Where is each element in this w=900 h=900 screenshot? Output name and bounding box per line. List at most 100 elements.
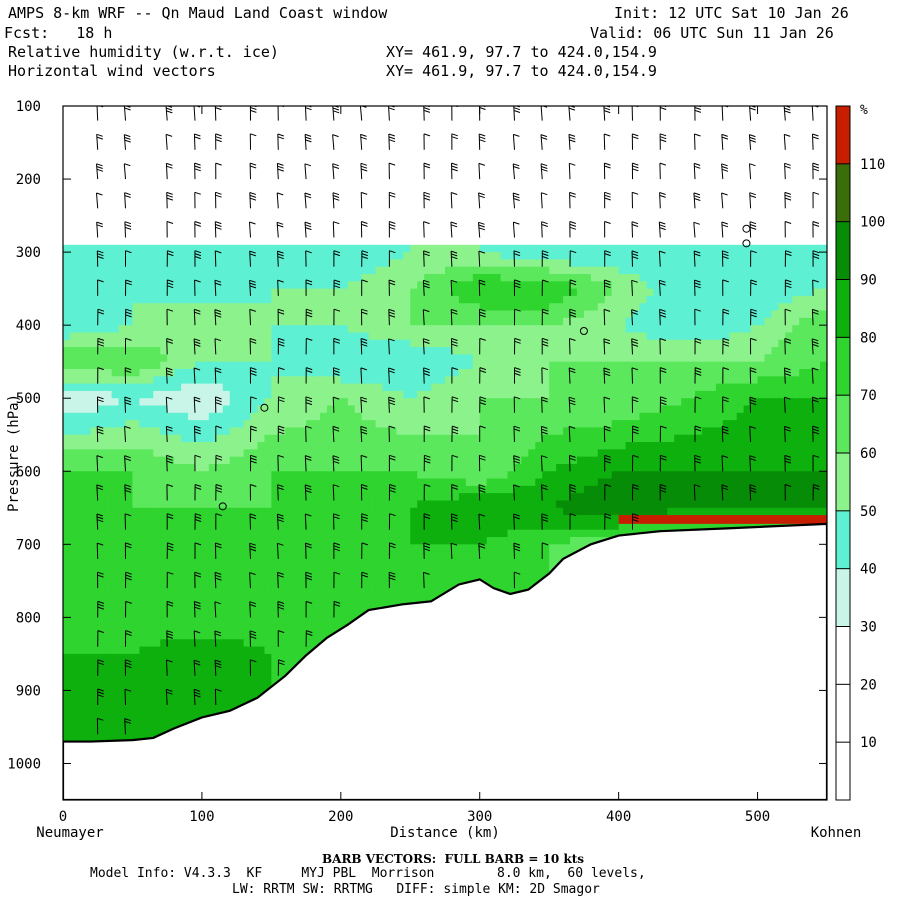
rh-cell [160,471,168,480]
rh-cell [278,529,286,538]
rh-cell [521,347,529,355]
rh-cell [778,383,786,392]
rh-cell [194,412,203,421]
rh-cell [146,390,154,399]
rh-cell [215,442,224,450]
rh-cell [695,471,703,480]
rh-cell [576,317,585,326]
rh-cell [715,259,724,268]
rh-cell [340,368,349,377]
rh-cell [479,354,488,363]
rh-cell [570,244,578,253]
rh-cell [347,478,356,487]
rh-cell [438,566,446,575]
rh-cell [382,376,391,385]
rh-cell [174,347,182,355]
rh-cell [563,544,571,553]
rh-cell [778,405,786,414]
rh-cell [806,478,814,487]
rh-cell [125,325,134,334]
rh-cell [445,317,453,326]
rh-cell [333,310,342,319]
rh-cell [236,354,245,363]
rh-cell [139,471,147,480]
rh-cell [660,412,668,421]
rh-cell [306,288,314,297]
rh-cell [132,434,140,443]
rh-cell [729,500,738,509]
rh-cell [424,456,432,465]
rh-cell [264,398,272,407]
rh-cell [229,376,238,385]
rh-cell [674,376,682,385]
rh-cell [632,412,641,421]
rh-cell [785,442,793,450]
rh-cell [500,303,509,312]
rh-cell [201,244,210,253]
rh-cell [236,493,245,502]
rh-cell [69,558,78,567]
rh-cell [438,317,446,326]
rh-cell [681,288,689,297]
rh-cell [146,500,154,509]
rh-cell [278,405,286,414]
rh-cell [361,434,370,443]
rh-cell [653,434,661,443]
rh-cell [445,537,453,545]
rh-cell [792,507,800,516]
rh-cell [160,390,168,399]
rh-cell [625,332,634,341]
rh-cell [257,383,266,392]
rh-cell [236,442,245,450]
rh-cell [438,398,446,407]
rh-cell [757,390,766,399]
rh-cell [257,493,266,502]
rh-cell [813,500,821,509]
rh-cell [354,317,363,326]
rh-cell [667,449,675,458]
rh-cell [403,478,411,487]
rh-cell [313,420,321,429]
rh-cell [215,558,224,567]
rh-cell [639,347,648,355]
rh-cell [313,573,321,582]
rh-cell [445,266,453,275]
rh-cell [743,485,752,494]
rh-cell [132,303,140,312]
rh-cell [542,449,550,458]
rh-cell [222,442,231,450]
rh-cell [417,274,425,282]
rh-cell [660,427,668,436]
rh-cell [611,471,620,480]
rh-cell [410,449,418,458]
rh-cell [174,376,182,385]
rh-cell [389,449,397,458]
rh-cell [333,537,342,545]
rh-cell [313,398,321,407]
rh-cell [424,332,432,341]
rh-cell [701,456,710,465]
rh-cell [514,383,522,392]
rh-cell [736,310,745,319]
rh-cell [458,471,467,480]
rh-cell [410,551,418,560]
rh-cell [458,339,467,348]
rh-cell [160,463,168,472]
rh-cell [590,442,599,450]
rh-cell [264,529,272,538]
rh-cell [326,259,335,268]
rh-cell [69,522,78,531]
rh-cell [590,456,599,465]
rh-cell [778,259,786,268]
rh-cell [507,522,516,531]
rh-cell [563,485,571,494]
rh-cell [63,412,71,421]
rh-cell [181,274,189,282]
rh-cell [354,339,363,348]
rh-cell [125,332,134,341]
rh-cell [472,317,481,326]
rh-cell [674,332,682,341]
rh-cell [285,339,293,348]
rh-cell [632,310,641,319]
rh-cell [701,361,710,370]
